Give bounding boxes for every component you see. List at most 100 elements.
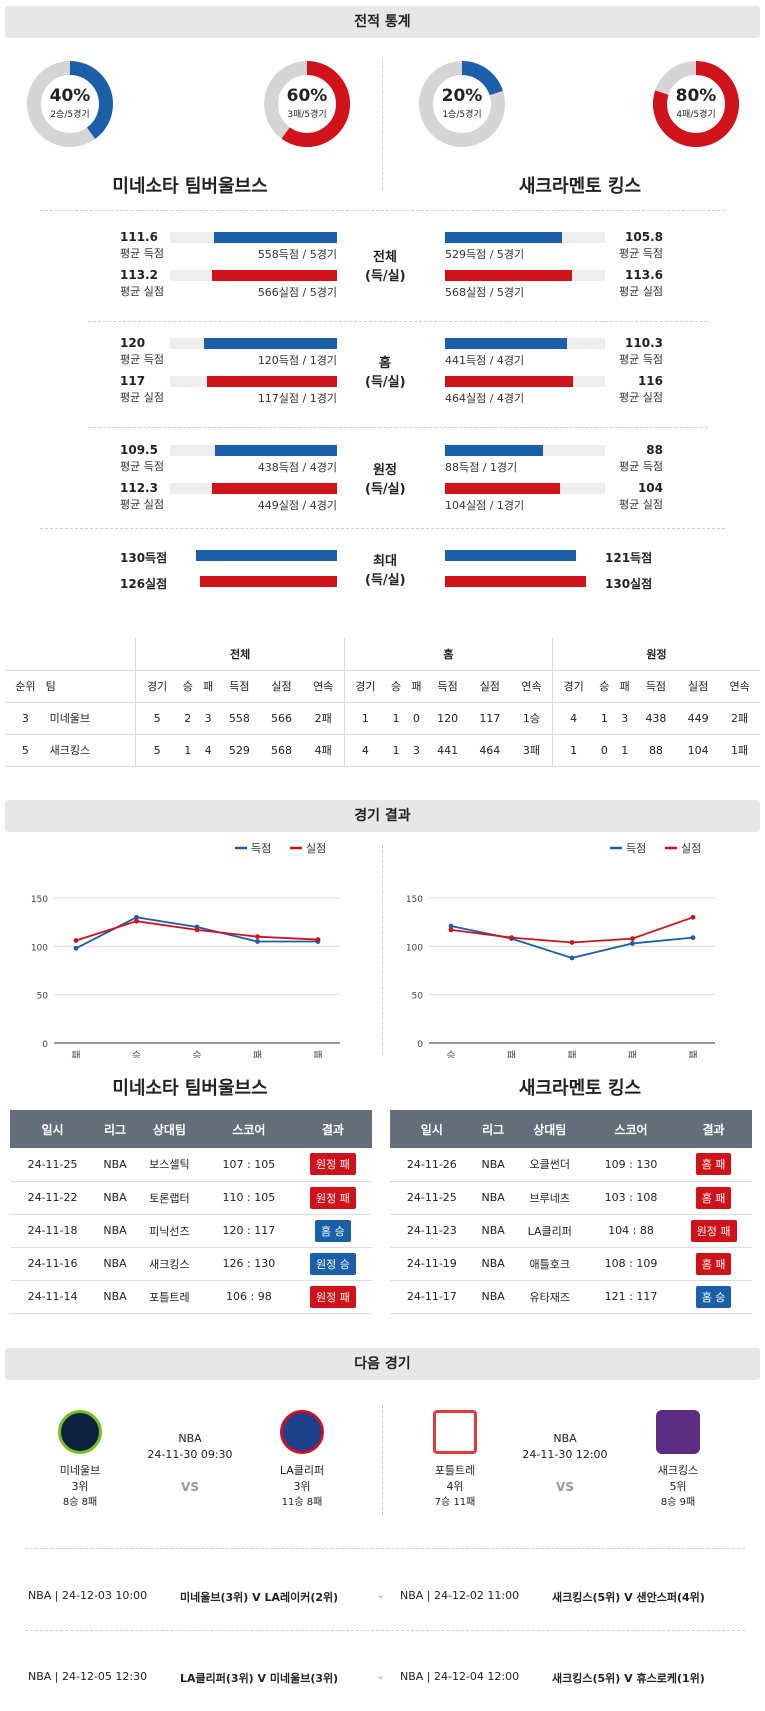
data-point	[569, 955, 575, 961]
stat-left-bar	[207, 376, 337, 387]
standings-col-header: 연속	[719, 670, 760, 703]
standings-col-header: 경기	[135, 670, 178, 703]
results-cell: NBA	[473, 1148, 513, 1182]
results-cell: 103 : 108	[586, 1181, 676, 1215]
results-cell: 126 : 130	[203, 1247, 294, 1281]
standings-col-header: 실점	[677, 670, 720, 703]
results-cell: 109 : 130	[586, 1148, 676, 1182]
result-cell: 홈 승	[675, 1280, 752, 1314]
x-tick-label: 승	[192, 1050, 201, 1058]
legend-label: 득점	[251, 842, 271, 855]
timberwolves-logo-icon	[58, 1410, 102, 1454]
stat-right-caption: 441득점 / 4경기	[445, 354, 525, 367]
standings-col-header: 득점	[634, 670, 678, 703]
standings-cell: 464	[468, 734, 511, 767]
max-allow-bar-right	[445, 576, 586, 587]
standings-cell: 5	[135, 734, 178, 767]
table-row: 24-11-22 NBA 토론랩터 110 : 105 원정 패	[10, 1181, 372, 1215]
x-tick-label: 승	[446, 1050, 455, 1058]
data-point	[73, 938, 79, 943]
stat-right-caption: 464실점 / 4경기	[445, 392, 525, 405]
standings-cell: 1	[177, 734, 198, 767]
section-header-results: 경기 결과	[5, 800, 760, 832]
results-table-home: 일시 리그 상대팀 스코어 결과 24-11-25 NBA 보스셀틱 107 : 105 원정 패…	[10, 1110, 372, 1314]
standings-cell: 1	[594, 702, 615, 735]
stat-left-label: 평균 득점	[120, 247, 164, 260]
next-vs: VS	[556, 1480, 574, 1494]
results-cell: 애틀호크	[512, 1247, 587, 1281]
result-cell: 원정 패	[675, 1214, 752, 1248]
y-tick-label: 50	[37, 992, 49, 1002]
results-cell: 24-11-25	[390, 1181, 474, 1215]
result-badge: 원정 승	[309, 1252, 356, 1275]
standings-col-header: 연속	[302, 670, 345, 703]
results-cell: NBA	[473, 1247, 513, 1281]
max-allow-left: 126실점	[120, 577, 168, 591]
stat-right-value: 105.8	[625, 230, 663, 244]
x-tick-label: 패	[567, 1050, 576, 1058]
data-point	[569, 940, 575, 945]
table-row: 24-11-17 NBA 유타재즈 121 : 117 홈 승	[390, 1280, 752, 1314]
y-tick-label: 50	[412, 992, 424, 1002]
standings-col-header: 팀	[45, 670, 137, 703]
series-line	[75, 916, 318, 950]
stat-left-label: 평균 득점	[120, 460, 164, 473]
legend-label: 실점	[306, 842, 326, 855]
results-cell: 24-11-17	[390, 1280, 474, 1314]
stat-left-bar	[212, 270, 337, 281]
stat-left-label: 평균 득점	[120, 353, 164, 366]
x-tick-label: 패	[507, 1050, 516, 1058]
results-cell: 토론랩터	[134, 1181, 204, 1215]
legend-label: 득점	[626, 842, 646, 855]
next-league: NBA	[553, 1432, 577, 1445]
standings-col-header: 실점	[468, 670, 511, 703]
divider	[88, 427, 708, 428]
standings-cell: 4	[552, 702, 595, 735]
y-tick-label: 150	[406, 895, 423, 905]
standings-cell: 5	[135, 702, 178, 735]
standings-cell: 2패	[719, 702, 760, 735]
donut-sub: 3패/5경기	[287, 110, 327, 120]
results-col-header: 결과	[675, 1110, 752, 1148]
stat-left-label: 평균 실점	[120, 498, 164, 511]
table-row: 24-11-19 NBA 애틀호크 108 : 109 홈 패	[390, 1247, 752, 1281]
results-cell: 브루네츠	[512, 1181, 587, 1215]
chevron-down-icon: ⌄	[376, 1669, 386, 1682]
donut-win-left: 40% 2승/5경기	[26, 60, 114, 148]
results-col-header: 결과	[293, 1110, 372, 1148]
standings-cell: 3패	[510, 734, 554, 767]
results-cell: 107 : 105	[203, 1148, 294, 1182]
results-cell: 포틀트레	[134, 1280, 204, 1314]
data-point	[448, 923, 454, 929]
section-header-next: 다음 경기	[5, 1348, 760, 1380]
standings-cell: 120	[426, 702, 469, 735]
divider	[25, 1630, 745, 1631]
results-cell: 24-11-25	[10, 1148, 96, 1182]
data-point	[690, 914, 696, 920]
upcoming-right-teams: 새크킹스(5위) V 휴스로케(1위)	[552, 1672, 705, 1685]
donut-ring	[27, 61, 113, 147]
blank-cell	[5, 638, 137, 671]
divider	[382, 845, 383, 1055]
next-team-a-rank: 3위	[71, 1480, 89, 1493]
data-point	[194, 927, 200, 933]
standings-cell: 566	[260, 702, 303, 735]
stat-right-bar	[445, 445, 543, 456]
standings-cell: 0	[594, 734, 615, 767]
table-row: 5 새크킹스 5 1 4 529 568 4패 4 1 3 441 464 3패 1 0 1 88 104 1패	[5, 734, 760, 767]
standings-col-header: 경기	[344, 670, 386, 703]
y-tick-label: 150	[31, 895, 48, 905]
y-tick-label: 0	[417, 1040, 423, 1050]
standings-cell: 1	[385, 702, 407, 735]
y-tick-label: 0	[42, 1040, 48, 1050]
stat-right-bar	[445, 338, 567, 349]
results-cell: 24-11-16	[10, 1247, 96, 1281]
upcoming-right-info: NBA | 24-12-04 12:00	[400, 1670, 520, 1683]
divider	[382, 1405, 383, 1515]
standings-cell: 1	[385, 734, 407, 767]
results-cell: NBA	[95, 1214, 135, 1248]
standings-col-header: 승	[385, 670, 407, 703]
results-cell: NBA	[95, 1148, 135, 1182]
max-score-bar-left	[196, 550, 337, 561]
